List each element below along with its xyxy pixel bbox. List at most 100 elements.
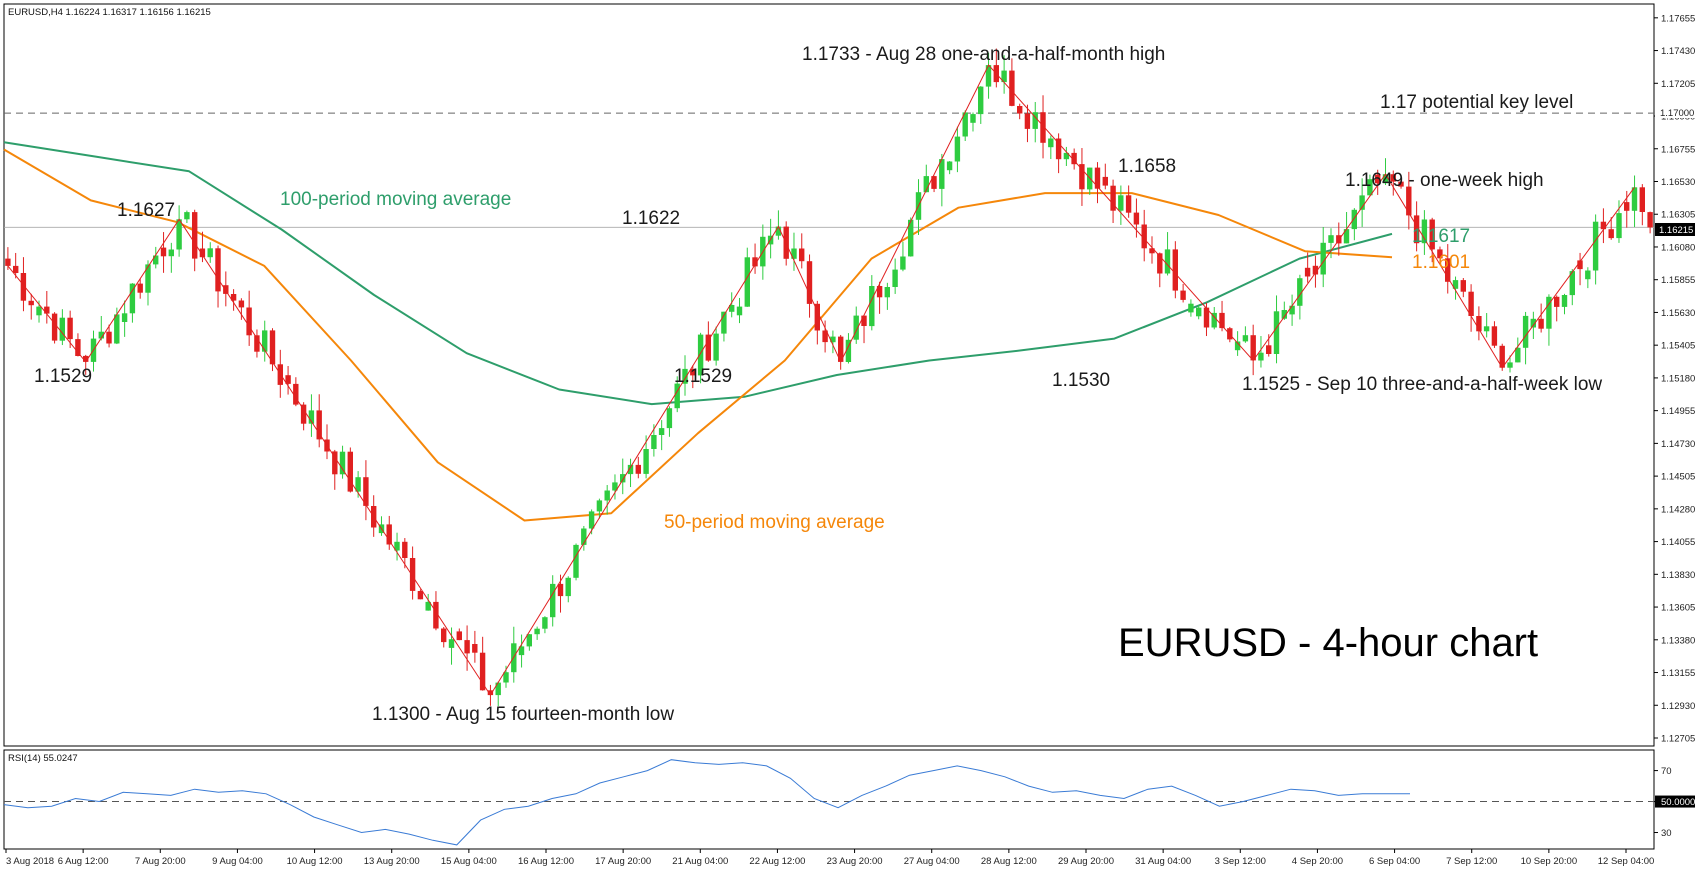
candle-body xyxy=(355,477,361,492)
candle-body xyxy=(931,176,937,189)
candle-body xyxy=(1048,138,1054,148)
candle-body xyxy=(36,306,42,316)
candle-body xyxy=(114,314,120,344)
x-tick-label: 29 Aug 20:00 xyxy=(1058,856,1114,867)
y-tick-label: 1.13605 xyxy=(1661,603,1695,614)
candle-body xyxy=(557,583,564,597)
candle-body xyxy=(106,331,112,344)
candle-body xyxy=(28,300,34,306)
candle-body xyxy=(1538,318,1544,329)
label-ma100: 100-period moving average xyxy=(280,189,511,210)
candle-body xyxy=(643,449,649,474)
candle-body xyxy=(503,672,509,683)
candle-body xyxy=(464,640,470,654)
x-tick-label: 7 Aug 20:00 xyxy=(135,856,186,867)
x-tick-label: 9 Aug 04:00 xyxy=(212,856,263,867)
candle-body xyxy=(736,306,743,316)
rsi-tag-bg xyxy=(1655,795,1695,808)
candle-body xyxy=(876,286,883,298)
candle-body xyxy=(129,283,136,314)
candle-body xyxy=(542,617,548,629)
candle-body xyxy=(1351,209,1357,230)
y-tick-label: 1.13830 xyxy=(1661,570,1695,581)
candle-body xyxy=(845,339,852,362)
candle-body xyxy=(59,317,65,341)
candle-body xyxy=(230,294,237,301)
candle-body xyxy=(869,286,875,327)
candle-body xyxy=(5,258,11,266)
candle-body xyxy=(285,375,291,384)
x-tick-label: 6 Aug 12:00 xyxy=(58,856,109,867)
candle-body xyxy=(814,303,820,331)
candle-body xyxy=(1616,213,1622,239)
candle-body xyxy=(853,315,859,340)
candle-body xyxy=(1304,267,1311,277)
candle-body xyxy=(409,558,416,591)
candle-body xyxy=(98,331,104,339)
candle-body xyxy=(1219,312,1225,329)
candle-body xyxy=(705,334,711,361)
candle-body xyxy=(215,248,221,292)
y-tick-label: 1.13380 xyxy=(1661,635,1695,646)
y-tick-label: 1.14730 xyxy=(1661,439,1695,450)
x-tick-label: 22 Aug 12:00 xyxy=(749,856,805,867)
y-tick-label: 1.13155 xyxy=(1661,668,1695,679)
candle-body xyxy=(1522,315,1529,348)
candle-body xyxy=(1328,235,1334,243)
x-tick-label: 6 Sep 04:00 xyxy=(1369,856,1420,867)
annotation-1-1658: 1.1658 xyxy=(1118,156,1176,177)
candle-body xyxy=(168,249,174,257)
y-tick-label: 1.16080 xyxy=(1661,242,1695,253)
candle-body xyxy=(588,511,595,529)
candle-body xyxy=(884,287,890,298)
candle-body xyxy=(900,256,906,270)
current-price-tag: 1.16215 xyxy=(1659,225,1693,236)
candle-body xyxy=(402,541,408,558)
candle-body xyxy=(658,428,665,435)
x-tick-label: 15 Aug 04:00 xyxy=(441,856,497,867)
price-panel-frame xyxy=(3,3,1655,747)
candle-body xyxy=(1437,249,1443,259)
candle-body xyxy=(1273,311,1280,354)
candle-body xyxy=(635,464,641,474)
rsi-line xyxy=(3,759,1410,846)
candle-body xyxy=(604,490,610,501)
annotation-sep10-low: 1.1525 - Sep 10 three-and-a-half-week lo… xyxy=(1242,374,1602,395)
candle-body xyxy=(1569,271,1575,296)
candle-body xyxy=(939,159,945,189)
candle-body xyxy=(674,383,680,409)
candle-body xyxy=(1390,174,1396,182)
candle-body xyxy=(1149,248,1155,254)
candle-body xyxy=(838,336,844,362)
ma100-line xyxy=(3,141,1393,406)
candle-body xyxy=(518,646,525,656)
candle-body xyxy=(1180,290,1186,300)
y-tick-label: 1.16530 xyxy=(1661,177,1695,188)
x-tick-label: 7 Sep 12:00 xyxy=(1446,856,1497,867)
candle-body xyxy=(238,300,245,308)
x-tick-label: 21 Aug 04:00 xyxy=(672,856,728,867)
x-tick-label: 4 Sep 20:00 xyxy=(1292,856,1343,867)
candle-body xyxy=(1250,335,1256,361)
candle-body xyxy=(153,255,159,265)
symbol-header: EURUSD,H4 1.16224 1.16317 1.16156 1.1621… xyxy=(8,7,211,18)
candle-body xyxy=(806,261,813,304)
rsi-level-label: 50.0000 xyxy=(1661,797,1695,808)
candle-body xyxy=(1491,326,1498,346)
candle-body xyxy=(20,273,27,301)
candle-body xyxy=(1359,195,1365,210)
candle-body xyxy=(985,65,992,87)
candle-body xyxy=(1164,249,1171,274)
swing-zigzag-line xyxy=(7,64,1635,697)
candle-body xyxy=(339,451,346,475)
annotation-one-week-high: 1.1649 - one-week high xyxy=(1345,170,1544,191)
candle-body xyxy=(1515,347,1521,363)
candle-body xyxy=(433,601,439,629)
y-tick-label: 1.17430 xyxy=(1661,46,1695,57)
candle-body xyxy=(954,136,961,162)
y-tick-label: 1.12930 xyxy=(1661,701,1695,712)
candle-body xyxy=(1032,112,1038,129)
candle-body xyxy=(448,639,455,648)
candle-body xyxy=(207,248,213,258)
annotation-aug28-high: 1.1733 - Aug 28 one-and-a-half-month hig… xyxy=(802,44,1165,65)
